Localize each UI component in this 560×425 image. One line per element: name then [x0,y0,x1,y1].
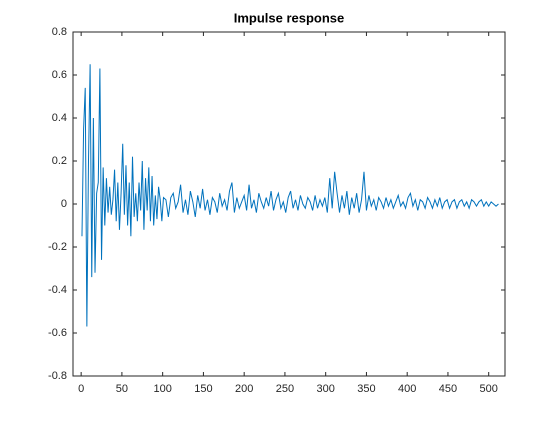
x-tick-label: 100 [153,383,171,395]
x-tick-label: 400 [398,383,416,395]
y-tick-label: -0.4 [48,284,67,296]
x-tick-label: 150 [194,383,212,395]
axes-box [72,31,506,377]
y-tick-label: -0.6 [48,327,67,339]
y-tick-label: -0.8 [48,370,67,382]
x-tick-label: 300 [316,383,334,395]
chart-title: Impulse response [234,10,345,25]
x-tick-label: 450 [439,383,457,395]
y-tick-label: 0 [61,198,67,210]
line-series [81,64,499,327]
x-tick-label: 500 [480,383,498,395]
x-tick-label: 50 [116,383,128,395]
x-tick-label: 250 [276,383,294,395]
y-tick-label: 0.4 [52,112,67,124]
y-tick-label: 0.8 [52,26,67,38]
y-tick-label: 0.2 [52,155,67,167]
x-tick-label: 0 [78,383,84,395]
y-tick-label: 0.6 [52,69,67,81]
x-tick-label: 350 [357,383,375,395]
x-tick-label: 200 [235,383,253,395]
y-tick-label: -0.2 [48,241,67,253]
